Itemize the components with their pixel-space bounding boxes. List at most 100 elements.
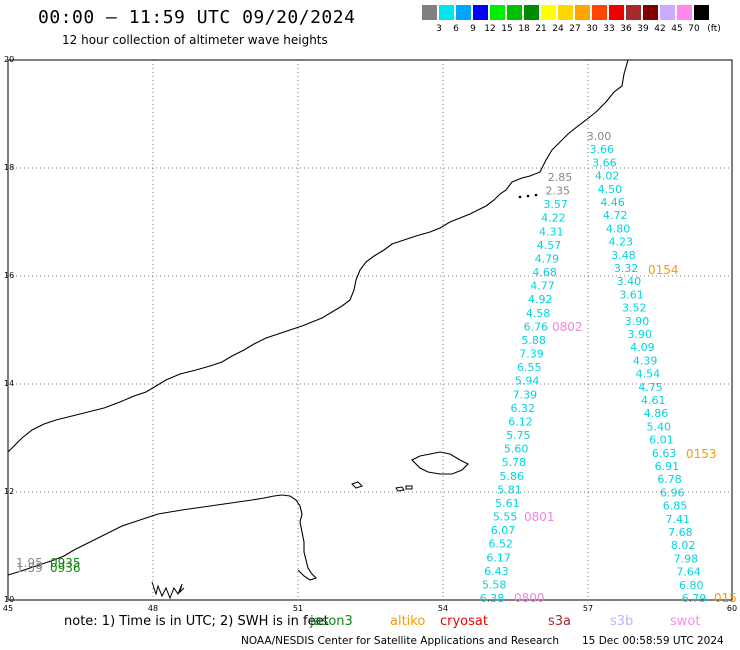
swh-value: 4.86 [644,407,669,420]
swh-value: 5.94 [515,375,540,388]
swh-value: 6.07 [491,524,516,537]
legend-swatch [694,5,709,20]
swh-value: 4.79 [535,252,560,265]
y-tick-label: 16 [4,271,14,280]
swh-value: 3.48 [611,249,636,262]
x-tick-label: 48 [148,604,158,613]
swh-value: 6.85 [663,500,688,513]
legend-swatch [609,5,624,20]
swh-value: 3.32 [614,262,639,275]
swh-value: 6.91 [655,460,680,473]
y-tick-label: 20 [4,55,14,64]
legend-label: 45 [671,24,683,34]
coast-dot [518,195,522,199]
small-island-2 [395,486,405,492]
y-tick-label: 14 [4,379,14,388]
pass-time-label: 0935 [50,556,81,570]
x-tick-label: 54 [438,604,448,613]
x-tick-label: 57 [583,604,593,613]
swh-value: 6.17 [486,551,511,564]
swh-value: 4.75 [638,381,663,394]
legend-label: 36 [620,24,632,34]
legend-swatch [626,5,641,20]
swh-value: 4.57 [537,239,562,252]
grid-lines [8,60,732,600]
swh-value: 4.68 [532,266,557,279]
satellite-name: s3a [548,614,572,629]
y-tick-label: 10 [4,595,14,604]
swh-value: 5.40 [646,420,671,433]
swh-value: 7.41 [665,513,690,526]
swh-value: 6.79 [682,592,707,605]
pass-time-label: 0800 [514,591,545,605]
map-frame [7,59,733,601]
pass-time-label: 0801 [524,510,555,524]
swh-value: 4.54 [636,368,661,381]
legend-label: 9 [470,24,476,34]
axis-ticks: 45 48 51 54 57 60 20 18 16 14 12 10 [3,55,737,613]
y-tick-label: 18 [4,163,14,172]
swh-value: 3.90 [627,328,652,341]
swh-value: 4.46 [600,196,625,209]
pass-time-label: 0154 [648,263,679,277]
pass-time-label: 0802 [552,320,583,334]
legend-label: 12 [484,24,496,34]
swh-value: 2.85 [548,171,573,184]
coastline-arabia [7,59,629,453]
swh-value: 6.63 [652,447,677,460]
swh-value: 6.12 [508,415,533,428]
swh-value: 4.09 [630,341,655,354]
legend-label: 42 [654,24,666,34]
x-tick-label: 45 [3,604,13,613]
swh-value: 3.61 [619,288,644,301]
swh-value: 3.52 [622,302,647,315]
satellite-name: cryosat [440,614,488,629]
swh-value: 5.58 [482,578,507,591]
swh-value: 3.57 [543,198,568,211]
swh-value: 5.60 [504,443,529,456]
pass-time-label: 0936 [50,561,81,575]
legend-label: 3 [436,24,442,34]
swh-value: 4.80 [606,222,631,235]
pass-time-label: 1.95 [16,556,43,570]
coastline-africa [7,494,318,581]
swh-value: 3.00 [587,130,612,143]
swh-value: 3.66 [589,143,614,156]
swh-value: 5.61 [495,497,520,510]
coast-dot [526,194,530,198]
legend-label: 27 [569,24,581,34]
swh-value: 7.39 [519,348,544,361]
swh-value: 5.78 [502,456,527,469]
legend-label: 6 [453,24,459,34]
swh-value: 6.96 [660,486,685,499]
satellite-name: jason3 [310,614,353,629]
legend-label: 30 [586,24,598,34]
legend-swatch [422,5,437,20]
legend-swatch [507,5,522,20]
credit-text: NOAA/NESDIS Center for Satellite Applica… [241,635,559,647]
swh-value: 3.66 [592,156,617,169]
satellite-name: s3b [610,614,634,629]
swh-value: 4.58 [526,307,551,320]
swh-value: 4.39 [633,354,658,367]
legend-label: 18 [518,24,530,34]
swh-value: 4.31 [539,225,564,238]
legend-swatch [439,5,454,20]
swh-value: 6.78 [657,473,682,486]
legend-label: 15 [501,24,513,34]
swh-value: 4.72 [603,209,628,222]
swh-value: 8.02 [671,539,696,552]
swh-value: 5.88 [521,334,546,347]
swh-value: 4.61 [641,394,666,407]
note-prefix: note: 1) Time is in UTC; 2) SWH is in fe… [64,614,329,629]
pass-time-label: 1.59 [16,561,43,575]
swh-value: 6.01 [649,434,674,447]
satellite-name: swot [670,614,701,629]
coastal-detail [151,581,185,600]
swh-value: 4.92 [528,293,553,306]
satellite-name: altiko [390,614,426,629]
swh-value: 4.22 [541,212,566,225]
legend-unit: (ft) [707,24,721,34]
